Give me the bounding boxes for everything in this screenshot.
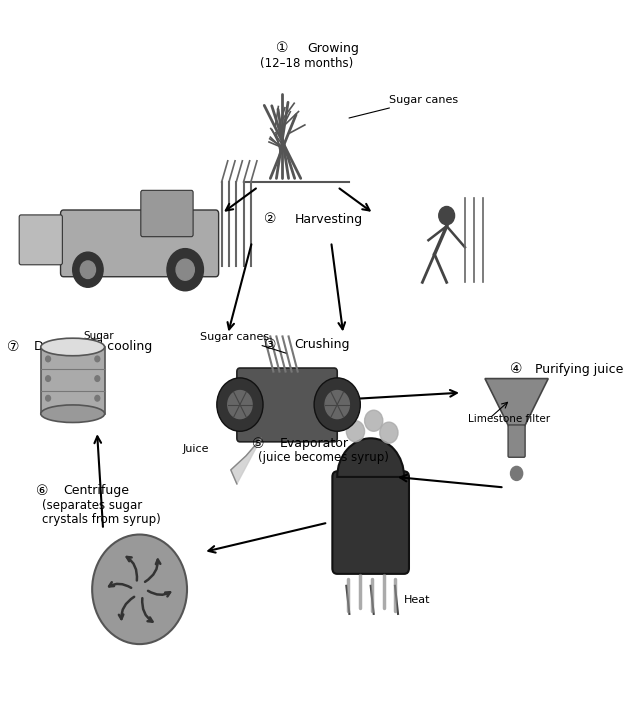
Circle shape	[95, 396, 100, 401]
FancyBboxPatch shape	[141, 190, 193, 236]
Text: Growing: Growing	[307, 42, 358, 55]
Circle shape	[45, 396, 51, 401]
Text: Centrifuge: Centrifuge	[63, 484, 129, 498]
Circle shape	[95, 356, 100, 362]
Circle shape	[45, 356, 51, 362]
Text: ④: ④	[510, 362, 523, 377]
Circle shape	[176, 259, 195, 280]
FancyBboxPatch shape	[508, 425, 525, 457]
Circle shape	[73, 252, 103, 287]
Wedge shape	[337, 438, 404, 477]
Text: ②: ②	[264, 212, 276, 226]
Circle shape	[511, 467, 523, 481]
Text: Juice: Juice	[182, 444, 209, 454]
FancyBboxPatch shape	[237, 368, 337, 442]
Circle shape	[217, 378, 263, 431]
Text: (separates sugar: (separates sugar	[42, 498, 143, 511]
Text: Harvesting: Harvesting	[294, 212, 363, 226]
Circle shape	[80, 261, 95, 278]
Text: Crushing: Crushing	[294, 338, 350, 351]
Circle shape	[314, 378, 360, 431]
Polygon shape	[231, 438, 261, 484]
Text: Sugar: Sugar	[84, 331, 115, 341]
FancyBboxPatch shape	[19, 215, 62, 265]
Text: (juice becomes syrup): (juice becomes syrup)	[258, 452, 389, 464]
Circle shape	[365, 410, 383, 431]
Text: Sugar canes: Sugar canes	[349, 95, 458, 118]
Text: Evaporator: Evaporator	[280, 438, 348, 450]
Text: ③: ③	[264, 338, 276, 352]
Text: crystals from syrup): crystals from syrup)	[42, 513, 161, 525]
Ellipse shape	[41, 405, 104, 423]
Text: Heat: Heat	[404, 595, 431, 605]
Circle shape	[325, 391, 349, 418]
Circle shape	[228, 391, 252, 418]
Circle shape	[92, 535, 187, 644]
Circle shape	[167, 249, 204, 291]
Text: ⑦: ⑦	[8, 340, 20, 354]
Ellipse shape	[41, 338, 104, 355]
Circle shape	[380, 422, 398, 443]
FancyBboxPatch shape	[61, 210, 219, 277]
Text: Sugar canes: Sugar canes	[200, 332, 286, 353]
Polygon shape	[485, 379, 548, 426]
Text: Limestone filter: Limestone filter	[468, 413, 550, 423]
Circle shape	[439, 207, 454, 224]
FancyBboxPatch shape	[332, 472, 409, 574]
Circle shape	[45, 376, 51, 382]
Circle shape	[95, 376, 100, 382]
FancyBboxPatch shape	[41, 347, 104, 413]
Text: ⑥: ⑥	[36, 484, 49, 498]
Circle shape	[346, 421, 365, 442]
Text: ⑤: ⑤	[252, 437, 264, 451]
Text: Purifying juice: Purifying juice	[535, 363, 623, 376]
Text: (12–18 months): (12–18 months)	[260, 57, 353, 70]
Text: ①: ①	[276, 42, 289, 55]
Text: Drying and cooling: Drying and cooling	[35, 341, 153, 353]
